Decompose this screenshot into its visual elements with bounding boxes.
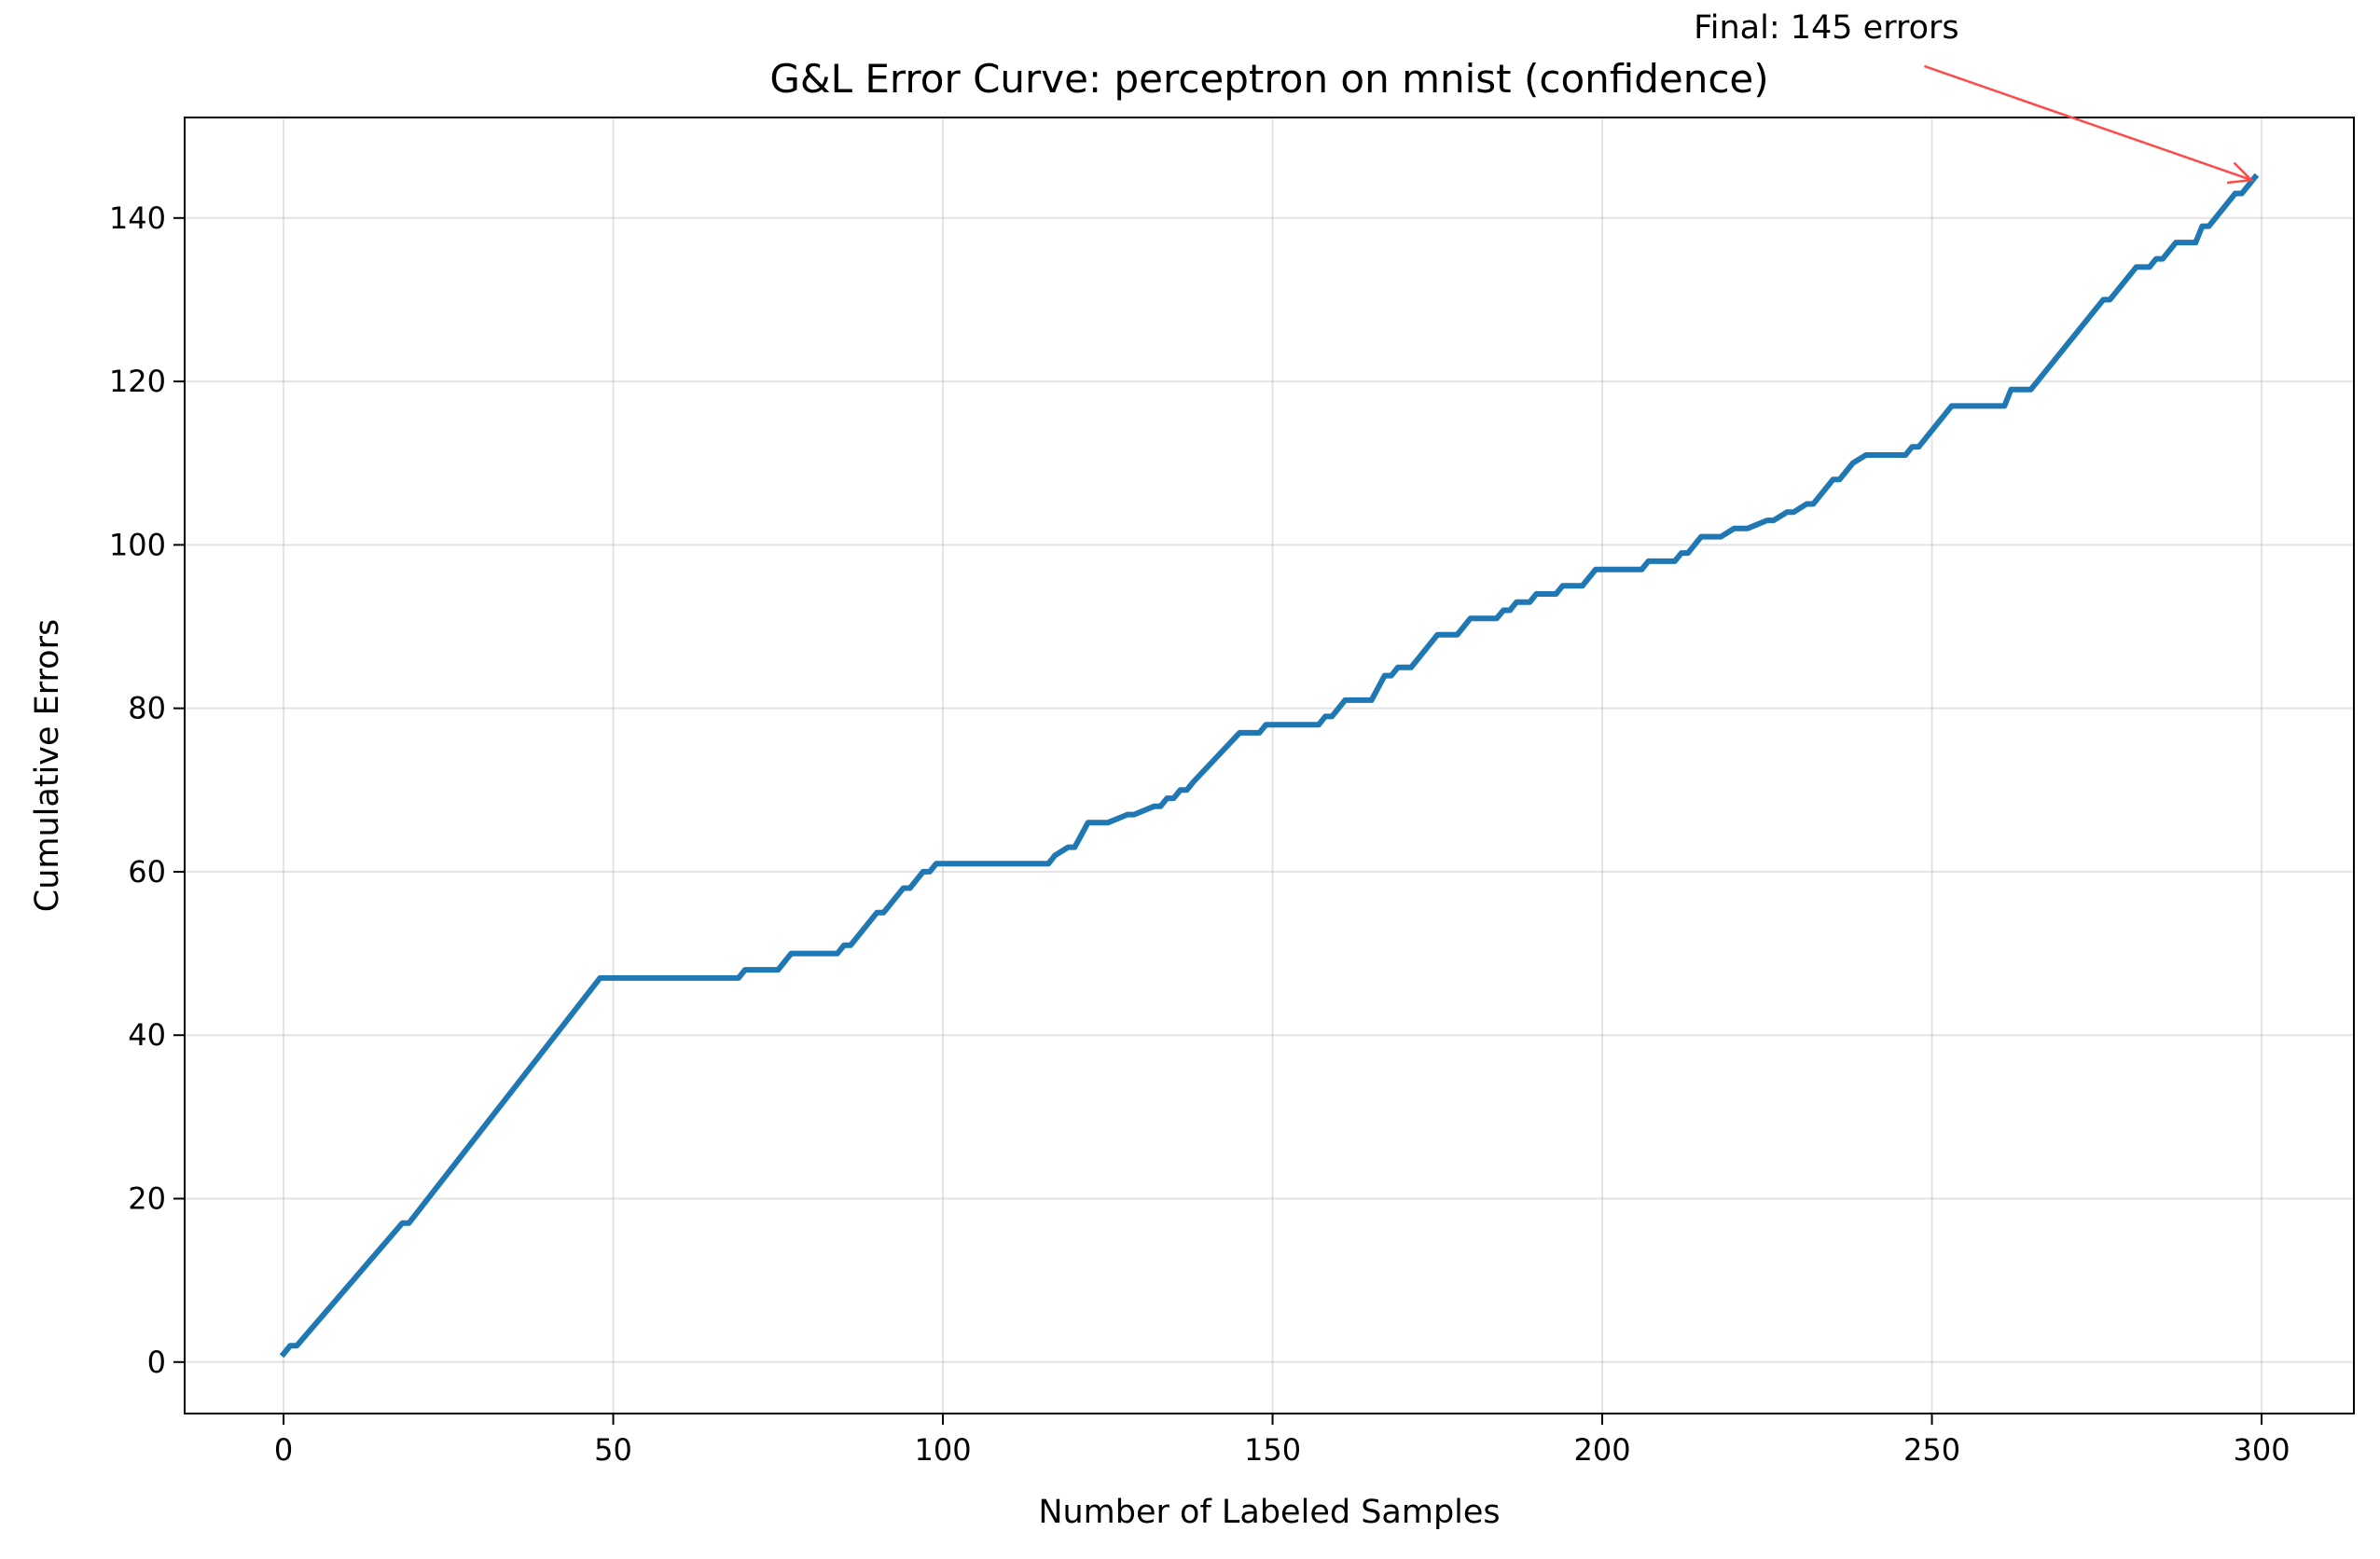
plot-frame [184, 117, 2355, 1414]
x-tick-label-200: 200 [1573, 1432, 1630, 1468]
x-tick-label-0: 0 [274, 1432, 293, 1468]
x-axis-ticks: 0 50 100 150 200 250 300 [274, 1414, 2290, 1468]
y-tick-label-80: 80 [128, 691, 166, 726]
y-tick-label-100: 100 [109, 527, 166, 562]
chart-title: G&L Error Curve: perceptron on mnist (co… [769, 56, 1768, 102]
y-tick-label-60: 60 [128, 854, 166, 890]
y-tick-label-140: 140 [109, 200, 166, 236]
y-tick-label-120: 120 [109, 364, 166, 399]
annotation: Final: 145 errors [1694, 9, 2254, 185]
series-line-0 [279, 172, 2260, 1359]
x-tick-label-300: 300 [2233, 1432, 2290, 1468]
x-tick-label-150: 150 [1244, 1432, 1301, 1468]
annotation-text: Final: 145 errors [1694, 9, 1958, 47]
y-axis-label: Cumulative Errors [29, 619, 66, 912]
annotation-arrowhead [2226, 161, 2254, 185]
annotation-arrow [1923, 64, 2252, 182]
series-layer [279, 172, 2260, 1359]
x-tick-label-100: 100 [915, 1432, 972, 1468]
plot-area [185, 117, 2354, 1414]
x-axis-label: Number of Labeled Samples [1038, 1494, 1500, 1531]
y-axis-ticks: 0 20 40 60 80 100 120 140 [109, 200, 185, 1380]
x-tick-label-50: 50 [594, 1432, 632, 1468]
y-tick-label-20: 20 [128, 1181, 166, 1217]
y-tick-label-0: 0 [147, 1345, 166, 1380]
grid-horizontal [185, 216, 2354, 1363]
x-tick-label-250: 250 [1903, 1432, 1960, 1468]
grid-vertical [283, 117, 2263, 1414]
y-tick-label-40: 40 [128, 1017, 166, 1053]
